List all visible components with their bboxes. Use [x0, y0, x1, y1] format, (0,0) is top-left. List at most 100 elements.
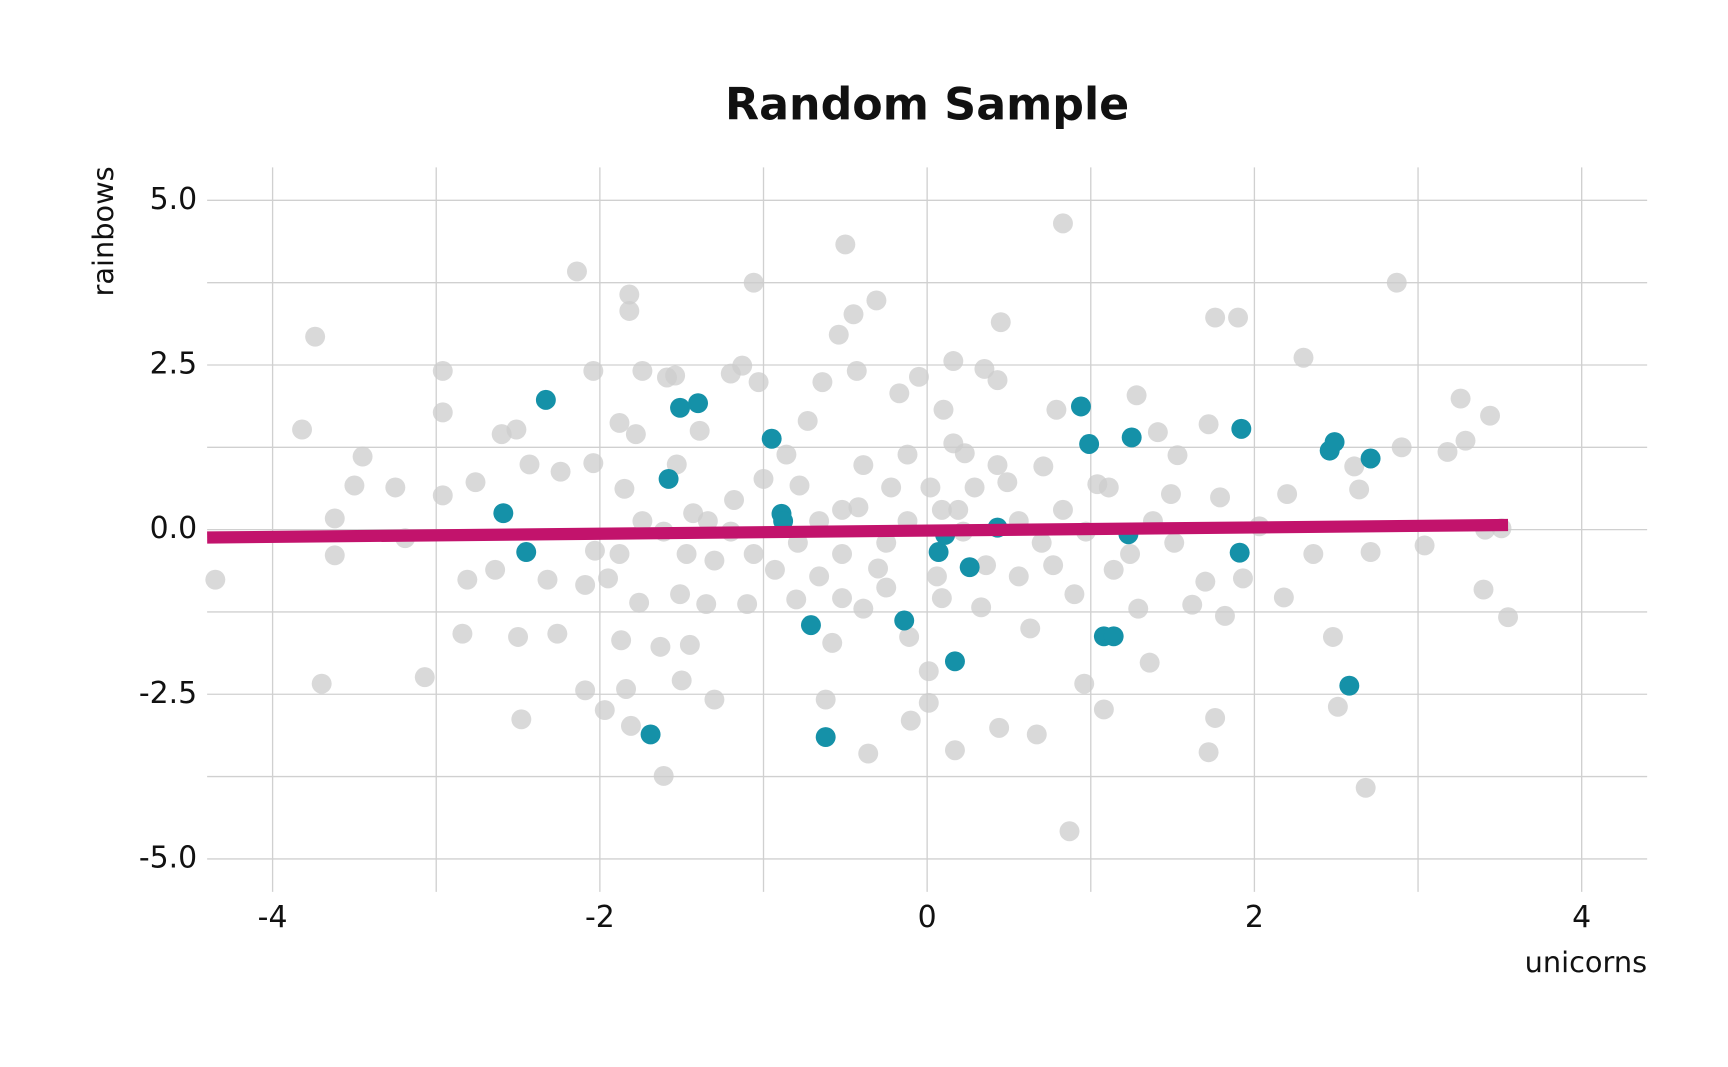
point: [547, 623, 568, 644]
point: [897, 444, 918, 465]
point: [665, 365, 686, 386]
point: [658, 468, 679, 489]
point: [848, 497, 869, 518]
point: [1052, 213, 1073, 234]
point: [1064, 584, 1085, 605]
point: [1349, 479, 1370, 500]
point: [812, 372, 833, 393]
point: [1480, 405, 1501, 426]
point: [465, 472, 486, 493]
point: [1437, 441, 1458, 462]
point: [1303, 544, 1324, 564]
point: [737, 594, 758, 615]
point: [1164, 532, 1185, 553]
point: [918, 692, 939, 713]
point: [1121, 427, 1142, 448]
point: [948, 499, 969, 520]
point: [697, 511, 718, 532]
point: [1324, 432, 1345, 453]
point: [1232, 568, 1253, 589]
point: [809, 566, 830, 587]
point: [815, 727, 836, 748]
point: [1008, 566, 1029, 587]
point: [1195, 571, 1216, 592]
point: [688, 393, 709, 414]
point: [971, 597, 992, 618]
point: [1059, 821, 1080, 842]
point: [575, 680, 596, 701]
point: [1026, 724, 1047, 745]
point: [632, 511, 653, 532]
point: [832, 588, 853, 609]
point: [506, 419, 527, 440]
point: [683, 503, 704, 524]
point: [676, 544, 697, 564]
point: [1139, 652, 1160, 673]
point: [881, 477, 902, 498]
y-tick-label: 5.0: [150, 182, 198, 217]
point: [671, 670, 692, 691]
point: [786, 589, 807, 610]
point: [797, 410, 818, 431]
x-axis-label: unicorns: [1525, 945, 1648, 979]
point: [670, 584, 691, 605]
point: [704, 689, 725, 710]
point: [457, 569, 478, 590]
point: [732, 355, 753, 376]
point: [832, 544, 853, 564]
point: [1277, 484, 1298, 505]
point: [858, 743, 879, 764]
point: [670, 397, 691, 418]
point: [743, 272, 764, 293]
point: [1103, 559, 1124, 580]
point: [1210, 487, 1231, 508]
point: [987, 370, 1008, 391]
point: [1231, 418, 1252, 439]
point: [432, 402, 453, 423]
x-tick-label: -4: [258, 900, 288, 935]
point: [205, 569, 226, 590]
point: [650, 636, 671, 657]
point: [899, 627, 920, 647]
point: [1052, 499, 1073, 520]
point: [516, 542, 537, 562]
point: [853, 598, 874, 619]
point: [609, 412, 630, 433]
y-tick-label: 0.0: [150, 511, 198, 546]
point: [989, 717, 1010, 738]
point: [776, 444, 797, 465]
point: [1339, 675, 1360, 696]
point: [1031, 532, 1052, 553]
point: [933, 399, 954, 420]
point: [1473, 579, 1494, 600]
point: [1070, 396, 1091, 417]
point: [894, 610, 915, 631]
point: [828, 324, 849, 345]
point: [889, 383, 910, 404]
point: [452, 623, 473, 644]
point: [324, 508, 345, 529]
point: [414, 667, 435, 688]
point: [519, 454, 540, 475]
point: [724, 490, 745, 510]
point: [1182, 594, 1203, 615]
point: [764, 559, 785, 580]
point: [900, 710, 921, 731]
point: [987, 455, 1008, 476]
point: [609, 544, 630, 564]
point: [1455, 430, 1476, 451]
point: [292, 419, 313, 440]
point: [1450, 388, 1471, 409]
point: [1098, 477, 1119, 498]
y-axis-label: rainbows: [86, 166, 120, 296]
point: [629, 592, 650, 613]
point: [385, 477, 406, 498]
point: [868, 558, 889, 579]
y-tick-label: 2.5: [150, 346, 198, 381]
point: [1198, 742, 1219, 763]
x-tick-label: 2: [1245, 900, 1264, 935]
point: [876, 532, 897, 553]
point: [743, 544, 764, 564]
point: [1273, 587, 1294, 608]
